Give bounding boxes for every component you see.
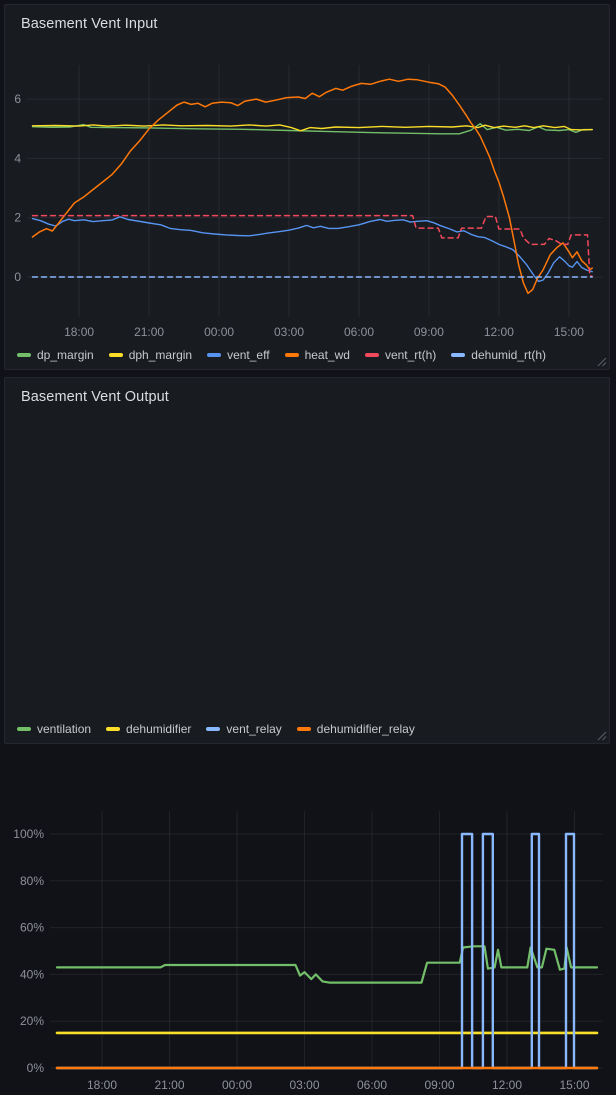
legend-label: vent_rt(h) [384, 348, 437, 362]
x-axis-tick-label: 21:00 [154, 1078, 184, 1092]
x-axis-tick-label: 15:00 [559, 1078, 589, 1092]
legend-item-dp_margin[interactable]: dp_margin [17, 348, 94, 362]
time-series-chart-input[interactable]: 0 2 4 6 18:00 21:00 00:00 03:00 06:00 09:00 12:00 1… [5, 49, 609, 345]
legend-swatch [17, 727, 31, 731]
legend-label: dph_margin [128, 348, 193, 362]
y-axis-tick-label: 0% [27, 1061, 45, 1075]
y-axis-tick-label: 6 [14, 92, 21, 106]
y-axis-tick-label: 20% [20, 1014, 44, 1028]
legend-item-dehumid_rt(h)[interactable]: dehumid_rt(h) [451, 348, 546, 362]
legend-label: dp_margin [37, 348, 94, 362]
series-line-vent_rt(h) [31, 214, 593, 278]
legend-label: heat_wd [304, 348, 350, 362]
legend-item-dehumidifier_relay[interactable]: dehumidifier_relay [296, 722, 415, 736]
y-axis-tick-label: 40% [20, 967, 44, 981]
legend-item-vent_rt(h)[interactable]: vent_rt(h) [364, 348, 437, 362]
legend-item-dph_margin[interactable]: dph_margin [108, 348, 193, 362]
series-line-ventilation [55, 945, 599, 984]
legend-swatch [364, 353, 379, 357]
y-axis-tick-label: 2 [14, 211, 21, 225]
x-axis-tick-label: 18:00 [64, 325, 94, 339]
y-axis-tick-label: 0 [14, 270, 21, 284]
series-line-dp_margin [31, 123, 593, 135]
series-line-dph_margin [31, 124, 593, 132]
legend-label: ventilation [37, 722, 92, 736]
panel-basement-vent-output: Basement Vent Output 0% 20% 40% 60% 80% 100% 1… [4, 377, 610, 1092]
legend-swatch [207, 353, 222, 357]
legend-item-vent_relay[interactable]: vent_relay [206, 722, 282, 736]
legend-item-heat_wd[interactable]: heat_wd [284, 348, 350, 362]
x-axis-tick-label: 09:00 [414, 325, 444, 339]
y-axis-tick-label: 4 [14, 151, 21, 165]
legend-item-ventilation[interactable]: ventilation [17, 722, 91, 736]
legend-swatch [451, 353, 466, 357]
panel-title[interactable]: Basement Vent Input [21, 16, 158, 32]
x-axis-tick-label: 00:00 [222, 1078, 252, 1092]
panel-basement-vent-input: Basement Vent Input 0 2 4 6 18:00 21:00 00:00 0… [4, 4, 610, 370]
legend-label: dehumidifier [126, 722, 192, 736]
legend: ventilation dehumidifier vent_relay dehumid… [17, 722, 415, 736]
legend-swatch [296, 727, 311, 731]
panel-resize-handle[interactable] [597, 731, 607, 741]
x-axis-tick-label: 03:00 [289, 1078, 319, 1092]
x-axis-tick-label: 21:00 [134, 325, 164, 339]
legend-swatch [106, 727, 121, 731]
series-line-vent_eff [31, 216, 593, 283]
legend-label: dehumid_rt(h) [471, 348, 546, 362]
y-axis-tick-label: 80% [20, 874, 44, 888]
legend-label: vent_relay [226, 722, 282, 736]
legend-label: vent_eff [227, 348, 270, 362]
legend-swatch [17, 353, 31, 357]
panel-title[interactable]: Basement Vent Output [21, 389, 169, 405]
legend-label: dehumidifier_relay [316, 722, 415, 736]
x-axis-tick-label: 12:00 [492, 1078, 522, 1092]
y-axis-tick-label: 60% [20, 921, 44, 935]
y-axis-tick-label: 100% [13, 827, 44, 841]
x-axis-tick-label: 15:00 [554, 325, 584, 339]
x-axis-tick-label: 03:00 [274, 325, 304, 339]
legend-swatch [108, 353, 123, 357]
legend: dp_margin dph_margin vent_eff heat_wd vent_r… [17, 348, 546, 362]
legend-item-dehumidifier[interactable]: dehumidifier [106, 722, 191, 736]
x-axis-tick-label: 18:00 [87, 1078, 117, 1092]
x-axis-tick-label: 00:00 [204, 325, 234, 339]
time-series-chart-output[interactable]: 0% 20% 40% 60% 80% 100% 18:00 21:00 00:00 03:00 06… [5, 791, 609, 1095]
x-axis-tick-label: 09:00 [424, 1078, 454, 1092]
legend-swatch [206, 727, 221, 731]
panel-resize-handle[interactable] [597, 357, 607, 367]
legend-swatch [284, 353, 299, 357]
x-axis-tick-label: 06:00 [344, 325, 374, 339]
legend-item-vent_eff[interactable]: vent_eff [207, 348, 270, 362]
x-axis-tick-label: 12:00 [484, 325, 514, 339]
series-line-heat_wd [31, 78, 593, 295]
x-axis-tick-label: 06:00 [357, 1078, 387, 1092]
